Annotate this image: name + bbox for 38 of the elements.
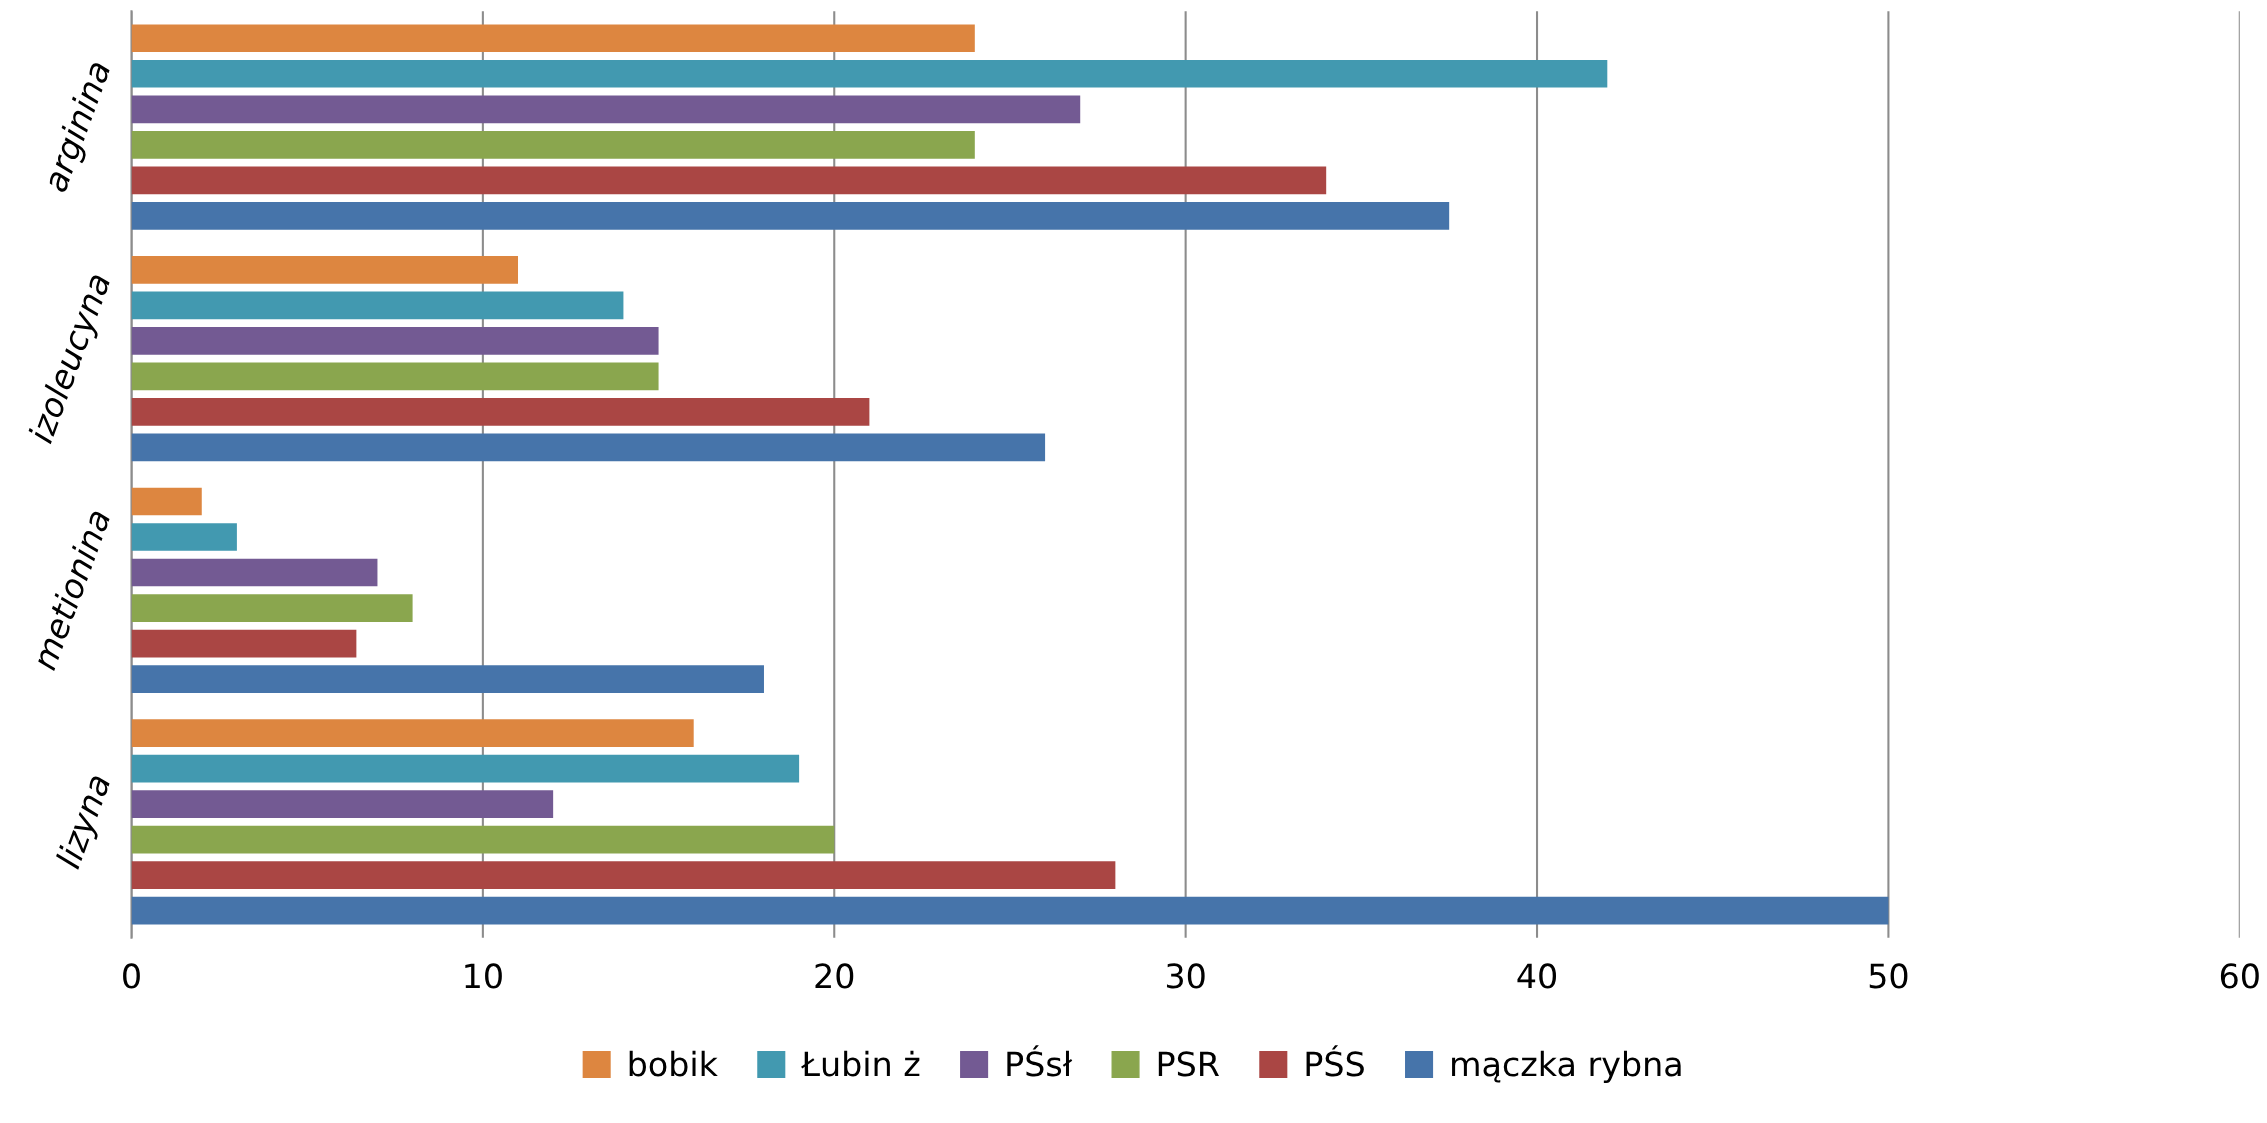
bar <box>131 754 800 783</box>
bar <box>131 59 1608 88</box>
bar <box>131 433 1046 462</box>
bar <box>131 790 554 818</box>
bar <box>131 24 975 53</box>
bar <box>131 201 1450 230</box>
bar <box>131 95 1081 124</box>
legend-label: PSR <box>1158 1051 1220 1077</box>
bar <box>131 665 764 693</box>
bar <box>131 362 659 391</box>
bar <box>131 256 519 284</box>
x-tick-label: 50 <box>1869 963 1908 989</box>
x-tick-label: 10 <box>465 963 502 989</box>
bar <box>131 896 1889 925</box>
bar <box>131 558 378 587</box>
bar <box>131 487 202 516</box>
bar <box>131 398 870 426</box>
legend-label: PŚS <box>1306 1045 1364 1077</box>
x-tick-label: 60 <box>2220 963 2259 989</box>
x-tick-label: 30 <box>1166 963 1205 989</box>
y-tick-label: lizyna <box>54 772 117 873</box>
x-tick-label: 20 <box>815 963 854 989</box>
bar <box>131 166 1327 195</box>
legend-label: mączka rybna <box>1452 1050 1681 1083</box>
bar <box>131 291 624 320</box>
bar <box>131 719 694 747</box>
bar <box>131 629 357 658</box>
bar <box>131 861 1116 890</box>
bar <box>131 825 835 854</box>
bar <box>131 130 975 159</box>
bar <box>131 594 413 622</box>
bar <box>131 523 237 551</box>
legend-label: bobik <box>629 1050 718 1077</box>
legend-label: PŚsł <box>1007 1045 1073 1077</box>
x-tick-label: 0 <box>123 963 140 989</box>
legend-label: Łubin ż <box>801 1050 920 1077</box>
bar <box>131 327 659 355</box>
x-tick-label: 40 <box>1517 963 1557 989</box>
